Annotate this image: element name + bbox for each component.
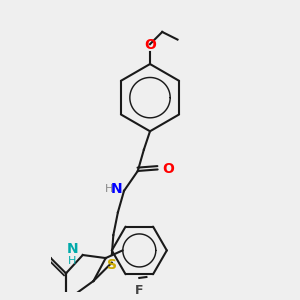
- Text: O: O: [144, 38, 156, 52]
- Text: H: H: [68, 256, 76, 266]
- Text: S: S: [107, 258, 117, 272]
- Text: O: O: [162, 163, 174, 176]
- Text: F: F: [135, 284, 144, 297]
- Text: N: N: [66, 242, 78, 256]
- Text: H: H: [105, 184, 113, 194]
- Text: N: N: [111, 182, 122, 196]
